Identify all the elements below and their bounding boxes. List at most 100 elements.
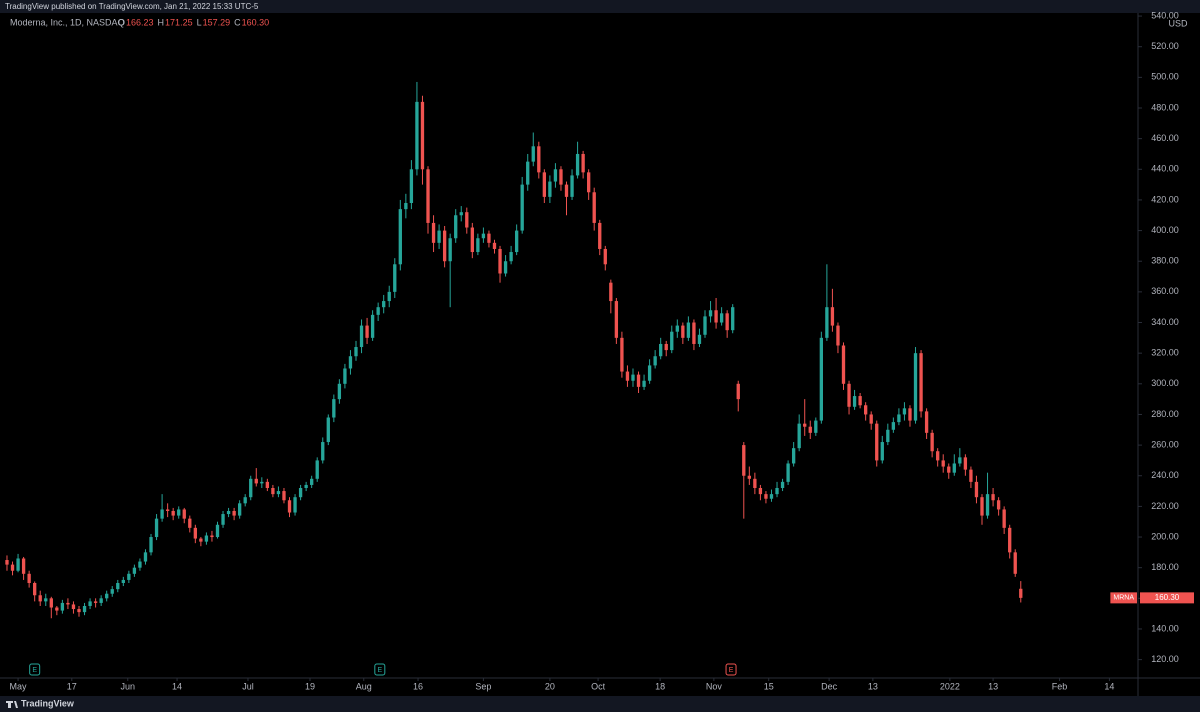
candle-body <box>564 184 569 197</box>
candle-body <box>598 222 602 249</box>
candle-body <box>232 510 236 516</box>
candle-body <box>675 325 679 332</box>
brand: TradingView <box>21 698 75 708</box>
candle-body <box>49 598 53 608</box>
x-tick-label: 15 <box>764 681 774 691</box>
candle-body <box>260 481 264 484</box>
candle-body <box>154 518 159 538</box>
candle-body <box>27 573 31 583</box>
x-tick-label: Feb <box>1052 681 1068 691</box>
x-tick-label: Sep <box>475 681 491 691</box>
candle-body <box>991 494 995 501</box>
candle-body <box>974 481 979 498</box>
candle-body <box>725 313 729 331</box>
ohlc-value: 166.23 <box>126 17 154 27</box>
last-price-label: 160.30 <box>1155 593 1180 602</box>
candle-body <box>182 509 186 519</box>
candle-body <box>254 478 258 484</box>
candle-body <box>863 405 868 415</box>
candle-body <box>797 423 801 449</box>
candle-body <box>559 169 563 185</box>
x-tick-label: Jun <box>120 681 135 691</box>
candle-body <box>370 314 375 338</box>
candle-body <box>276 491 281 495</box>
candle-body <box>636 374 641 387</box>
earnings-marker <box>725 663 737 676</box>
candle-body <box>819 337 824 421</box>
candle-body <box>420 101 425 170</box>
candle-body <box>387 291 391 302</box>
candle-body <box>138 561 142 568</box>
candle-body <box>1008 527 1012 553</box>
candle-body <box>310 478 314 485</box>
candle-body <box>77 609 81 613</box>
candle-body <box>581 153 585 173</box>
candle-body <box>758 488 763 495</box>
candle-body <box>708 310 713 317</box>
candle-body <box>980 497 984 516</box>
candle-body <box>426 169 430 223</box>
candle-body <box>509 252 513 262</box>
candle-body <box>731 307 735 331</box>
x-tick-label: 19 <box>305 681 315 691</box>
candle-body <box>143 552 148 562</box>
candle-body <box>82 605 87 613</box>
candle-body <box>177 509 181 516</box>
x-tick-label: 18 <box>655 681 665 691</box>
candle-body <box>127 573 131 580</box>
x-tick-label: 14 <box>1104 681 1114 691</box>
candle-body <box>99 598 103 603</box>
x-tick-label: May <box>10 681 28 691</box>
candle-body <box>398 209 402 265</box>
candle-body <box>603 248 607 265</box>
last-price-tag <box>1140 592 1194 604</box>
candle-body <box>575 153 580 176</box>
candle-body <box>476 238 480 253</box>
candle-body <box>747 475 751 479</box>
x-tick-label: 16 <box>413 681 423 691</box>
candle-body <box>498 248 502 274</box>
candle-body <box>936 451 940 461</box>
candle-body <box>548 181 552 197</box>
y-tick-label: 340.00 <box>1151 317 1179 327</box>
candle-body <box>437 230 441 243</box>
candle-body <box>836 325 840 346</box>
x-tick-label: 13 <box>988 681 998 691</box>
y-tick-label: 180.00 <box>1151 562 1179 572</box>
candle-body <box>442 230 447 262</box>
candle-body <box>454 215 458 239</box>
candle-body <box>121 579 125 583</box>
candle-body <box>1002 509 1006 528</box>
candle-body <box>271 488 275 495</box>
candle-body <box>537 146 541 173</box>
candle-body <box>33 583 37 596</box>
candle-body <box>526 161 530 185</box>
symbol-tag-bg <box>1110 592 1137 604</box>
y-tick-label: 500.00 <box>1151 72 1179 82</box>
candle-body <box>858 396 862 406</box>
candle-body <box>160 509 164 519</box>
x-tick-label: 13 <box>868 681 878 691</box>
candle-body <box>393 264 397 292</box>
x-tick-label: Nov <box>706 681 723 691</box>
candle-body <box>952 463 956 473</box>
candle-body <box>947 466 951 473</box>
candle-body <box>570 175 574 197</box>
candle-body <box>780 481 785 488</box>
candle-body <box>830 307 835 326</box>
candle-body <box>376 307 380 315</box>
y-tick-label: 520.00 <box>1151 41 1179 51</box>
candle-body <box>692 322 696 344</box>
candle-body <box>958 457 962 464</box>
x-tick-label: 2022 <box>940 681 960 691</box>
y-tick-label: 240.00 <box>1151 470 1179 480</box>
candle-body <box>5 560 9 565</box>
candle-body <box>847 383 851 407</box>
candle-body <box>625 371 630 381</box>
candle-body <box>171 510 175 516</box>
candle-body <box>985 494 990 516</box>
candle-body <box>664 343 668 351</box>
candle-body <box>919 353 923 412</box>
candle-body <box>149 537 153 553</box>
candle-body <box>188 518 192 528</box>
